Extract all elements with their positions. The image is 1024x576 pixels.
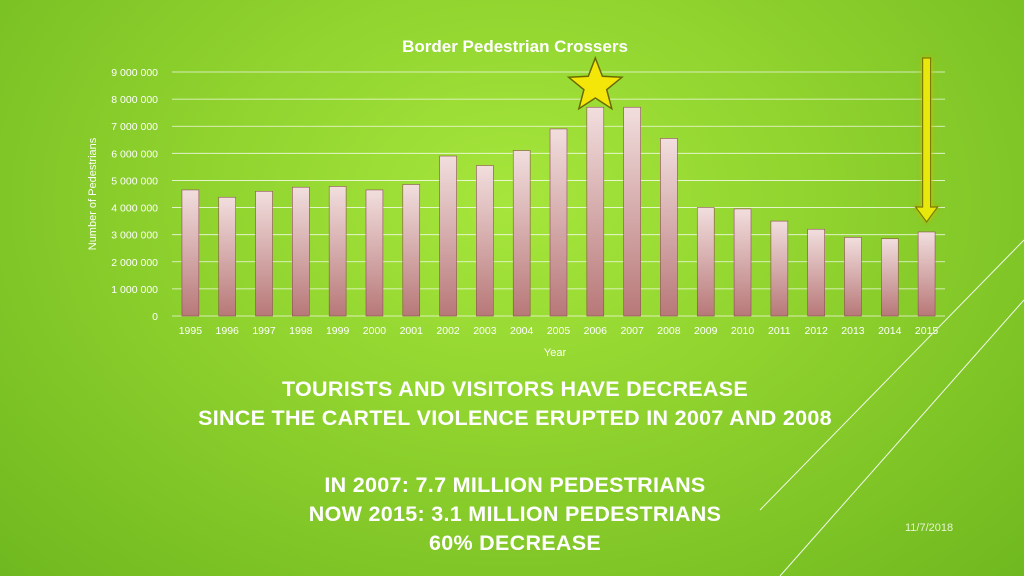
- y-tick-label: 2 000 000: [111, 257, 158, 269]
- y-axis-ticks: 0 1 000 000 2 000 000 3 000 000 4 000 000 5 0…: [111, 67, 158, 323]
- y-tick-label: 7 000 000: [111, 121, 158, 133]
- bar-1999: [328, 186, 347, 317]
- bar-2007: [623, 106, 641, 317]
- y-axis-label: Number of Pedestrians: [87, 137, 99, 250]
- bar-1996: [218, 196, 236, 317]
- bar-1998: [292, 186, 310, 317]
- annotations: [566, 55, 939, 224]
- x-tick-label: 2013: [841, 325, 865, 337]
- x-axis-ticks: 1995 1996 1997 1998 1999 2000 2001 2002 2003 2004…: [179, 325, 939, 337]
- x-tick-label: 2005: [547, 325, 571, 337]
- bar-2013: [844, 237, 862, 317]
- x-tick-label: 2012: [804, 325, 828, 337]
- x-tick-label: 2011: [768, 325, 791, 337]
- x-tick-label: 2014: [878, 325, 902, 337]
- x-tick-label: 2000: [363, 325, 387, 337]
- bar-series: [181, 106, 936, 317]
- bar-2002: [439, 155, 457, 317]
- bar-2014: [881, 238, 899, 317]
- x-tick-label: 2015: [915, 325, 939, 337]
- bar-2005: [549, 128, 568, 317]
- x-tick-label: 1996: [216, 325, 240, 337]
- bar-2006: [586, 106, 605, 317]
- x-tick-label: 2008: [657, 325, 681, 337]
- caption-line-1: TOURISTS AND VISITORS HAVE DECREASE: [281, 377, 749, 401]
- x-tick-label: 2009: [694, 325, 718, 337]
- x-tick-label: 2010: [731, 325, 755, 337]
- y-tick-label: 8 000 000: [111, 94, 158, 106]
- x-tick-label: 1995: [179, 325, 203, 337]
- caption-line-4: NOW 2015: 3.1 MILLION PEDESTRIANS: [308, 502, 722, 526]
- bar-2001: [402, 184, 421, 317]
- x-tick-label: 2006: [584, 325, 608, 337]
- y-tick-label: 6 000 000: [111, 148, 158, 160]
- slide-date: 11/7/2018: [905, 522, 954, 534]
- x-tick-label: 2001: [400, 325, 424, 337]
- bar-2003: [476, 165, 494, 317]
- y-tick-label: 4 000 000: [111, 203, 158, 215]
- caption-line-3: IN 2007: 7.7 MILLION PEDESTRIANS: [324, 473, 706, 497]
- bar-2015: [917, 231, 936, 317]
- x-axis-label: Year: [544, 347, 567, 359]
- bar-2012: [807, 228, 825, 317]
- y-tick-label: 0: [152, 311, 158, 323]
- y-tick-label: 3 000 000: [111, 230, 158, 242]
- x-tick-label: 1998: [289, 325, 313, 337]
- bar-2010: [733, 208, 752, 317]
- y-tick-label: 5 000 000: [111, 175, 158, 187]
- x-tick-label: 2007: [620, 325, 644, 337]
- bar-2000: [365, 189, 384, 317]
- bar-2004: [512, 150, 531, 317]
- bar-2011: [770, 220, 789, 317]
- x-tick-label: 2002: [436, 325, 460, 337]
- y-tick-label: 1 000 000: [111, 284, 158, 296]
- caption-line-5: 60% DECREASE: [428, 531, 602, 555]
- x-tick-label: 1997: [252, 325, 276, 337]
- y-tick-label: 9 000 000: [111, 67, 158, 79]
- x-tick-label: 2004: [510, 325, 534, 337]
- down-arrow-icon: [914, 57, 939, 224]
- chart-title: Border Pedestrian Crossers: [402, 37, 628, 56]
- star-icon: [566, 55, 624, 111]
- bar-2009: [696, 207, 715, 317]
- bar-1997: [255, 190, 273, 317]
- bar-1995: [181, 189, 200, 317]
- x-tick-label: 2003: [473, 325, 497, 337]
- x-tick-label: 1999: [326, 325, 350, 337]
- caption-line-2: SINCE THE CARTEL VIOLENCE ERUPTED IN 200…: [198, 406, 832, 430]
- bar-2008: [660, 138, 678, 317]
